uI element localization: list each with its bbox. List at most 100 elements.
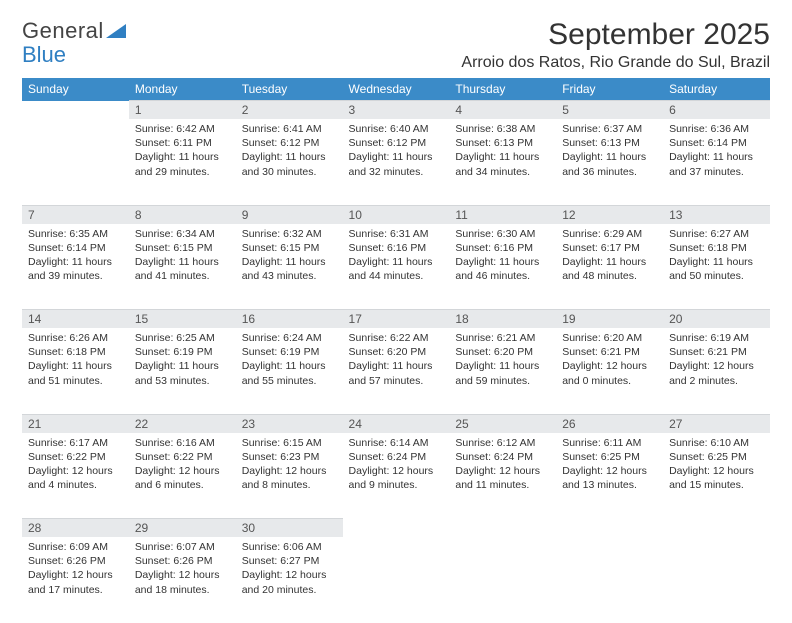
day-content-cell: Sunrise: 6:37 AMSunset: 6:13 PMDaylight:…	[556, 119, 663, 205]
sunrise-line: Sunrise: 6:14 AM	[349, 436, 444, 450]
daylight-line: Daylight: 11 hours and 36 minutes.	[562, 150, 657, 178]
day-number-cell: 22	[129, 414, 236, 433]
sunrise-line: Sunrise: 6:25 AM	[135, 331, 230, 345]
day-number-cell: 8	[129, 205, 236, 224]
day-number-cell: 14	[22, 310, 129, 329]
day-number-cell: 20	[663, 310, 770, 329]
day-number-cell: 26	[556, 414, 663, 433]
logo-text-1: General	[22, 18, 104, 44]
sunrise-line: Sunrise: 6:21 AM	[455, 331, 550, 345]
daylight-line: Daylight: 12 hours and 15 minutes.	[669, 464, 764, 492]
logo-triangle-icon	[106, 18, 126, 44]
day-number-cell: 5	[556, 101, 663, 120]
day-number-cell: 12	[556, 205, 663, 224]
sunrise-line: Sunrise: 6:30 AM	[455, 227, 550, 241]
sunset-line: Sunset: 6:26 PM	[135, 554, 230, 568]
daylight-line: Daylight: 12 hours and 0 minutes.	[562, 359, 657, 387]
day-content-cell: Sunrise: 6:30 AMSunset: 6:16 PMDaylight:…	[449, 224, 556, 310]
day-content-cell: Sunrise: 6:15 AMSunset: 6:23 PMDaylight:…	[236, 433, 343, 519]
sunset-line: Sunset: 6:27 PM	[242, 554, 337, 568]
daylight-line: Daylight: 11 hours and 48 minutes.	[562, 255, 657, 283]
daylight-line: Daylight: 11 hours and 34 minutes.	[455, 150, 550, 178]
day-number-cell: 25	[449, 414, 556, 433]
weekday-header: Monday	[129, 78, 236, 101]
title-block: September 2025 Arroio dos Ratos, Rio Gra…	[461, 18, 770, 72]
day-number-cell: 17	[343, 310, 450, 329]
daylight-line: Daylight: 12 hours and 8 minutes.	[242, 464, 337, 492]
day-number-cell	[663, 519, 770, 538]
day-content-cell: Sunrise: 6:22 AMSunset: 6:20 PMDaylight:…	[343, 328, 450, 414]
daylight-line: Daylight: 11 hours and 30 minutes.	[242, 150, 337, 178]
weekday-header: Wednesday	[343, 78, 450, 101]
sunrise-line: Sunrise: 6:27 AM	[669, 227, 764, 241]
day-content-row: Sunrise: 6:09 AMSunset: 6:26 PMDaylight:…	[22, 537, 770, 623]
day-content-cell: Sunrise: 6:36 AMSunset: 6:14 PMDaylight:…	[663, 119, 770, 205]
day-content-row: Sunrise: 6:42 AMSunset: 6:11 PMDaylight:…	[22, 119, 770, 205]
weekday-header: Sunday	[22, 78, 129, 101]
day-content-cell: Sunrise: 6:26 AMSunset: 6:18 PMDaylight:…	[22, 328, 129, 414]
day-content-cell: Sunrise: 6:32 AMSunset: 6:15 PMDaylight:…	[236, 224, 343, 310]
day-content-cell: Sunrise: 6:41 AMSunset: 6:12 PMDaylight:…	[236, 119, 343, 205]
sunset-line: Sunset: 6:13 PM	[455, 136, 550, 150]
day-content-row: Sunrise: 6:26 AMSunset: 6:18 PMDaylight:…	[22, 328, 770, 414]
sunset-line: Sunset: 6:19 PM	[242, 345, 337, 359]
day-number-cell: 1	[129, 101, 236, 120]
sunset-line: Sunset: 6:14 PM	[28, 241, 123, 255]
sunset-line: Sunset: 6:20 PM	[455, 345, 550, 359]
logo-text-2: Blue	[22, 42, 66, 68]
day-number-cell	[556, 519, 663, 538]
day-number-cell: 13	[663, 205, 770, 224]
sunrise-line: Sunrise: 6:10 AM	[669, 436, 764, 450]
daylight-line: Daylight: 11 hours and 55 minutes.	[242, 359, 337, 387]
day-number-cell	[449, 519, 556, 538]
day-number-cell	[22, 101, 129, 120]
sunset-line: Sunset: 6:14 PM	[669, 136, 764, 150]
day-number-cell: 18	[449, 310, 556, 329]
sunset-line: Sunset: 6:15 PM	[242, 241, 337, 255]
sunset-line: Sunset: 6:25 PM	[669, 450, 764, 464]
daylight-line: Daylight: 12 hours and 18 minutes.	[135, 568, 230, 596]
day-content-cell: Sunrise: 6:16 AMSunset: 6:22 PMDaylight:…	[129, 433, 236, 519]
sunset-line: Sunset: 6:25 PM	[562, 450, 657, 464]
sunset-line: Sunset: 6:21 PM	[669, 345, 764, 359]
daylight-line: Daylight: 12 hours and 11 minutes.	[455, 464, 550, 492]
day-number-cell: 23	[236, 414, 343, 433]
daylight-line: Daylight: 11 hours and 37 minutes.	[669, 150, 764, 178]
daylight-line: Daylight: 11 hours and 29 minutes.	[135, 150, 230, 178]
day-content-cell: Sunrise: 6:10 AMSunset: 6:25 PMDaylight:…	[663, 433, 770, 519]
sunset-line: Sunset: 6:19 PM	[135, 345, 230, 359]
day-content-cell: Sunrise: 6:42 AMSunset: 6:11 PMDaylight:…	[129, 119, 236, 205]
day-content-cell: Sunrise: 6:09 AMSunset: 6:26 PMDaylight:…	[22, 537, 129, 623]
sunset-line: Sunset: 6:18 PM	[28, 345, 123, 359]
sunset-line: Sunset: 6:22 PM	[28, 450, 123, 464]
day-content-cell: Sunrise: 6:24 AMSunset: 6:19 PMDaylight:…	[236, 328, 343, 414]
sunset-line: Sunset: 6:11 PM	[135, 136, 230, 150]
day-number-cell: 24	[343, 414, 450, 433]
day-number-cell: 6	[663, 101, 770, 120]
daylight-line: Daylight: 11 hours and 43 minutes.	[242, 255, 337, 283]
sunrise-line: Sunrise: 6:20 AM	[562, 331, 657, 345]
sunrise-line: Sunrise: 6:34 AM	[135, 227, 230, 241]
daylight-line: Daylight: 12 hours and 2 minutes.	[669, 359, 764, 387]
sunrise-line: Sunrise: 6:11 AM	[562, 436, 657, 450]
sunrise-line: Sunrise: 6:40 AM	[349, 122, 444, 136]
day-content-cell: Sunrise: 6:12 AMSunset: 6:24 PMDaylight:…	[449, 433, 556, 519]
calendar-table: SundayMondayTuesdayWednesdayThursdayFrid…	[22, 78, 770, 623]
sunset-line: Sunset: 6:21 PM	[562, 345, 657, 359]
day-number-cell: 9	[236, 205, 343, 224]
day-number-cell: 29	[129, 519, 236, 538]
day-number-cell: 3	[343, 101, 450, 120]
day-number-row: 282930	[22, 519, 770, 538]
sunset-line: Sunset: 6:16 PM	[349, 241, 444, 255]
day-number-cell: 2	[236, 101, 343, 120]
day-content-cell: Sunrise: 6:27 AMSunset: 6:18 PMDaylight:…	[663, 224, 770, 310]
sunrise-line: Sunrise: 6:29 AM	[562, 227, 657, 241]
sunrise-line: Sunrise: 6:37 AM	[562, 122, 657, 136]
day-number-cell: 30	[236, 519, 343, 538]
day-number-cell: 7	[22, 205, 129, 224]
sunrise-line: Sunrise: 6:15 AM	[242, 436, 337, 450]
day-number-row: 14151617181920	[22, 310, 770, 329]
weekday-header: Tuesday	[236, 78, 343, 101]
day-content-cell: Sunrise: 6:40 AMSunset: 6:12 PMDaylight:…	[343, 119, 450, 205]
sunrise-line: Sunrise: 6:41 AM	[242, 122, 337, 136]
